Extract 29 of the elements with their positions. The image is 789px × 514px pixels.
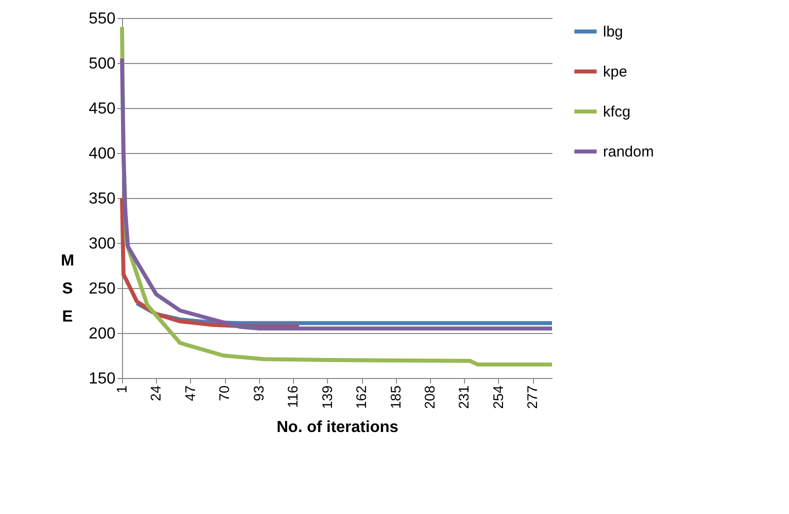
- x-tick-label: 1: [114, 385, 130, 394]
- line-series: [120, 56, 554, 330]
- y-tick-label: 350: [88, 190, 116, 208]
- x-tick-label: 254: [490, 385, 506, 409]
- y-tick-label: 500: [88, 56, 116, 72]
- x-tick-label: 208: [421, 385, 438, 409]
- x-tick-label: 93: [250, 385, 266, 402]
- legend-label: kfcg: [603, 104, 631, 120]
- x-tick-label: 277: [524, 385, 540, 409]
- y-tick-label: 450: [88, 100, 116, 118]
- x-tick-label: 162: [353, 385, 370, 409]
- y-axis-title: M S E: [60, 252, 74, 326]
- x-tick-label: 185: [387, 385, 404, 409]
- x-tick-label: 70: [216, 385, 232, 402]
- x-tick-label: 47: [182, 385, 198, 402]
- legend-label: lbg: [603, 24, 624, 40]
- x-tick-label: 24: [148, 385, 164, 402]
- x-axis-title: No. of iterations: [276, 418, 398, 436]
- x-tick-label: 231: [456, 385, 472, 409]
- y-tick-label: 200: [88, 326, 116, 342]
- x-tick-label: 139: [318, 385, 335, 409]
- legend-label: random: [603, 144, 654, 160]
- x-tick-label: 116: [284, 385, 301, 408]
- y-tick-label: 250: [88, 280, 116, 298]
- y-tick-label: 300: [88, 236, 116, 252]
- y-tick-label: 400: [88, 146, 116, 162]
- y-tick-label: 550: [88, 10, 116, 28]
- y-tick-label: 150: [88, 370, 116, 388]
- legend-label: kpe: [603, 64, 628, 80]
